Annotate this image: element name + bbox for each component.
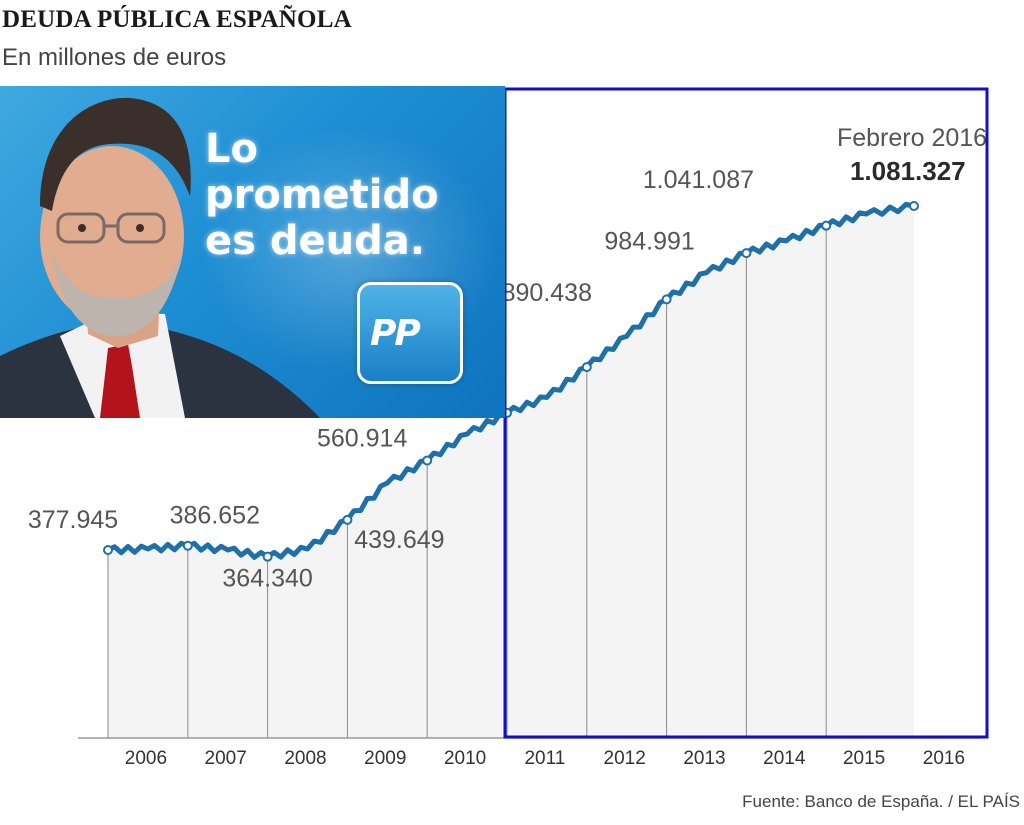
x-tick-label-2015: 2015 [843, 748, 885, 769]
x-tick-label-2012: 2012 [604, 748, 646, 769]
annotation-label-10: 1.081.327 [850, 156, 966, 186]
annotation-label-2: 364.340 [222, 565, 312, 593]
x-tick-label-2014: 2014 [763, 748, 806, 769]
data-point-2008 [262, 551, 273, 562]
chart-subtitle: En millones de euros [2, 44, 227, 71]
chart-title: DEUDA PÚBLICA ESPAÑOLA [2, 6, 352, 33]
data-point-2014 [741, 248, 752, 259]
annotation-label-1: 386.652 [170, 502, 260, 530]
politician-portrait-image [0, 97, 320, 418]
data-point-2013 [661, 294, 672, 305]
data-point-2016.1 [908, 201, 919, 211]
source-note: Fuente: Banco de España. / EL PAÍS [742, 792, 1020, 811]
annotation-label-4: 560.914 [317, 425, 407, 453]
annotation-label-3: 439.649 [354, 526, 444, 554]
data-point-2010 [422, 455, 433, 466]
ad-slogan-line-1: Lo prometido [205, 126, 439, 218]
highlight-box-2011-2015 [503, 87, 989, 739]
annotation-label-8: 1.041.087 [643, 166, 754, 194]
data-point-2007 [182, 540, 193, 551]
debt-area-fill [108, 204, 914, 739]
x-tick-label-2006: 2006 [125, 748, 167, 769]
x-tick-label-2008: 2008 [284, 748, 326, 769]
party-logo: PP [357, 282, 463, 384]
x-tick-label-2013: 2013 [683, 748, 725, 769]
annotation-label-6: 890.438 [502, 279, 592, 307]
x-tick-label-2016: 2016 [923, 748, 965, 769]
data-point-2006 [103, 545, 113, 555]
annotation-label-9: Febrero 2016 [837, 124, 987, 152]
campaign-advertisement: Lo prometido es deuda. PP [0, 86, 505, 418]
x-tick-label-2007: 2007 [205, 748, 247, 769]
x-tick-label-2011: 2011 [524, 748, 565, 769]
party-logo-text: PP [370, 313, 421, 354]
data-point-2015 [821, 220, 832, 231]
annotation-label-7: 984.991 [604, 227, 694, 255]
ad-slogan: Lo prometido es deuda. [205, 126, 495, 264]
x-tick-label-2010: 2010 [444, 748, 486, 769]
ad-slogan-line-2: es deuda. [205, 218, 425, 264]
data-point-2012 [581, 362, 592, 373]
data-point-2009 [342, 514, 353, 525]
x-tick-label-2009: 2009 [364, 748, 406, 769]
annotation-label-0: 377.945 [28, 506, 118, 534]
